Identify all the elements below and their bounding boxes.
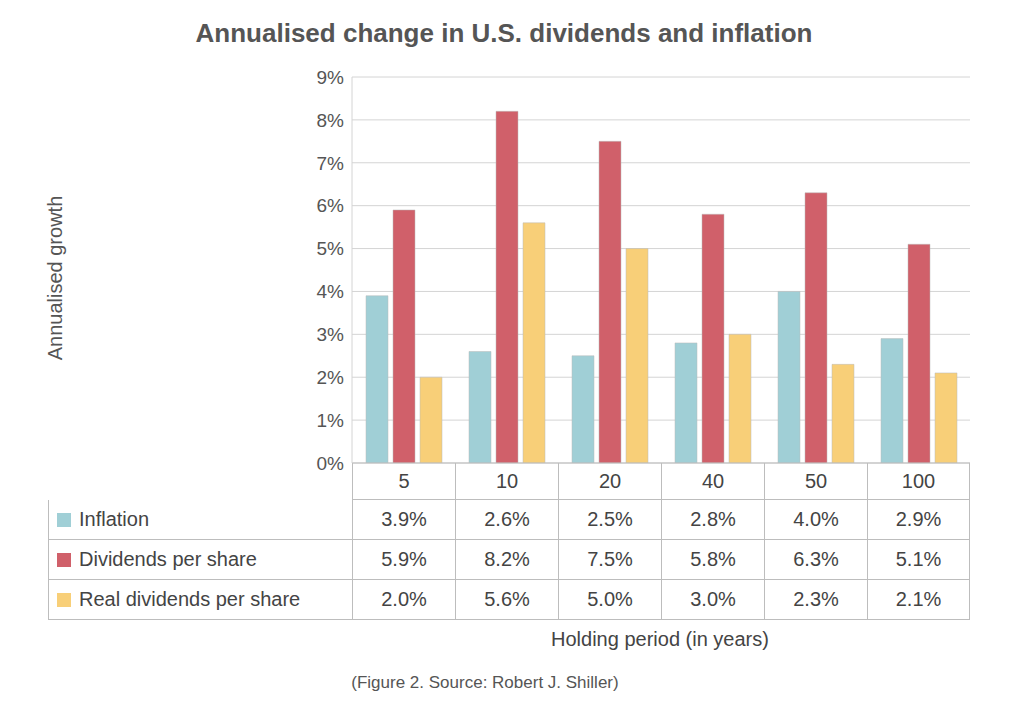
svg-text:2%: 2% [317, 367, 345, 388]
svg-text:9%: 9% [317, 67, 345, 88]
html-text:3.0%: 3.0% [690, 588, 736, 610]
html-text:2.1%: 2.1% [895, 588, 942, 610]
html-text:Annualised growth: Annualised growth [43, 195, 66, 361]
svg-text:0%: 0% [317, 453, 345, 474]
html-text:2.9%: 2.9% [895, 508, 942, 530]
svg-text:1%: 1% [317, 410, 345, 431]
html-text:3.9%: 3.9% [381, 508, 427, 530]
html-text:5.6%: 5.6% [484, 588, 530, 610]
html-text:Real dividends per share: Real dividends per share [79, 588, 301, 610]
svg-text:7%: 7% [317, 153, 345, 174]
html-text:2.6%: 2.6% [484, 508, 530, 530]
html-text:2.5%: 2.5% [587, 508, 633, 530]
html-text:10: 10 [495, 469, 519, 492]
html-text:2.8%: 2.8% [690, 508, 736, 530]
html-text:2.3%: 2.3% [793, 588, 839, 610]
html-text:Inflation: Inflation [79, 508, 150, 530]
html-text:20: 20 [598, 469, 622, 492]
html-text:5: 5 [398, 469, 410, 492]
svg-text:3%: 3% [317, 324, 345, 345]
html-text:(Figure 2. Source: Robert J. S: (Figure 2. Source: Robert J. Shiller) [351, 673, 619, 692]
svg-text:8%: 8% [317, 110, 345, 131]
html-text:Annualised change in U.S. divi: Annualised change in U.S. dividends and … [195, 18, 813, 48]
html-text:5.8%: 5.8% [690, 548, 736, 570]
html-text:4.0%: 4.0% [793, 508, 839, 530]
svg-text:6%: 6% [317, 195, 345, 216]
html-text:Dividends per share: Dividends per share [79, 548, 257, 570]
svg-text:5%: 5% [317, 238, 345, 259]
html-text:5.9%: 5.9% [381, 548, 427, 570]
svg-text:4%: 4% [317, 281, 345, 302]
html-text:7.5%: 7.5% [587, 548, 633, 570]
html-text:8.2%: 8.2% [484, 548, 530, 570]
html-text:5.0%: 5.0% [587, 588, 633, 610]
html-text:Holding period (in years): Holding period (in years) [551, 628, 769, 650]
html-text:100: 100 [901, 469, 936, 492]
html-text:40: 40 [701, 469, 725, 492]
html-text:50: 50 [804, 469, 828, 492]
html-text:6.3%: 6.3% [793, 548, 839, 570]
html-text:5.1%: 5.1% [895, 548, 942, 570]
html-text:2.0%: 2.0% [381, 588, 427, 610]
